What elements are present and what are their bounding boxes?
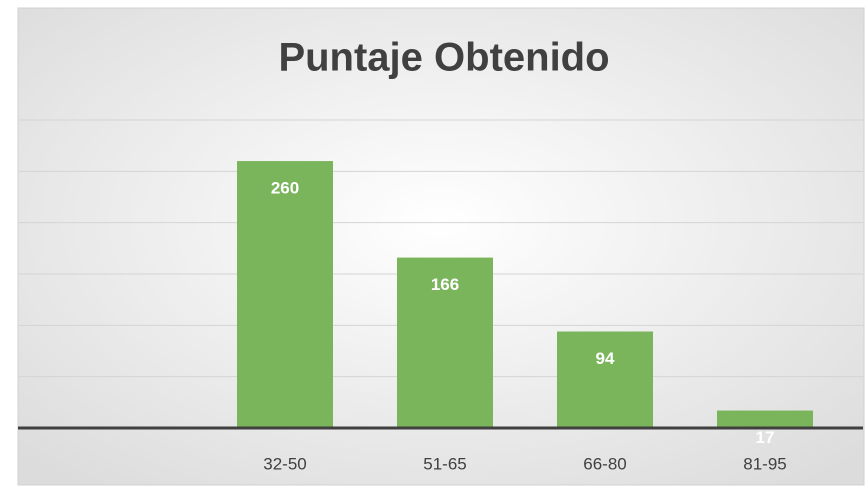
x-tick-label: 51-65 [423, 454, 466, 473]
data-label: 166 [431, 275, 459, 294]
x-tick-label: 81-95 [743, 454, 786, 473]
data-label: 17 [756, 428, 775, 447]
data-label: 260 [271, 179, 299, 198]
data-label: 94 [596, 349, 615, 368]
x-tick-label: 66-80 [583, 454, 626, 473]
chart-title: Puntaje Obtenido [278, 36, 609, 80]
bar [397, 257, 493, 428]
bar [717, 410, 813, 428]
bar [557, 331, 653, 428]
x-tick-label: 32-50 [263, 454, 306, 473]
bar [237, 161, 333, 429]
